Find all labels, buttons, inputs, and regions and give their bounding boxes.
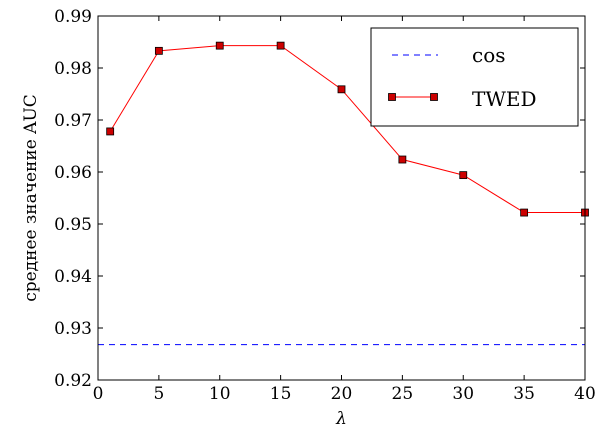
series-twed-point xyxy=(520,208,529,217)
x-tick-label: 10 xyxy=(209,384,231,404)
series-twed-point xyxy=(215,41,224,50)
series-twed-point xyxy=(337,85,346,94)
y-tick-label: 0.98 xyxy=(54,59,92,79)
x-tick-label: 20 xyxy=(331,384,353,404)
legend-cos-label: cos xyxy=(472,43,506,67)
x-tick-label: 0 xyxy=(93,384,104,404)
legend-twed-marker-left xyxy=(388,93,396,101)
y-axis-label: среднее значение AUC xyxy=(21,94,41,302)
series-twed-point xyxy=(459,171,468,180)
x-tick-label: 15 xyxy=(270,384,292,404)
y-tick-label: 0.93 xyxy=(54,319,92,339)
series-twed-point xyxy=(154,46,163,55)
y-tick-label: 0.92 xyxy=(54,371,92,391)
x-tick-label: 40 xyxy=(574,384,596,404)
x-tick-label: 30 xyxy=(452,384,474,404)
plot-layer xyxy=(98,41,589,346)
y-tick-label: 0.94 xyxy=(54,267,92,287)
series-twed-point xyxy=(276,41,285,50)
y-tick-label: 0.99 xyxy=(54,7,92,27)
x-tick-label: 35 xyxy=(513,384,535,404)
legend: cos TWED xyxy=(370,27,579,127)
y-tick-label: 0.96 xyxy=(54,163,92,183)
x-tick-label: 25 xyxy=(392,384,414,404)
legend-twed-marker-right xyxy=(430,93,438,101)
legend-box xyxy=(370,27,579,127)
ticks-layer: 0 5 10 15 20 25 30 35 40 0.92 0.93 0.94 0.95 0.96 0.97… xyxy=(54,7,596,404)
x-tick-label: 5 xyxy=(153,384,164,404)
x-axis-label: λ xyxy=(335,409,347,429)
legend-twed-label: TWED xyxy=(472,87,537,111)
series-twed-point xyxy=(106,127,115,136)
series-twed-point xyxy=(398,155,407,164)
y-tick-label: 0.97 xyxy=(54,111,92,131)
y-tick-label: 0.95 xyxy=(54,215,92,235)
